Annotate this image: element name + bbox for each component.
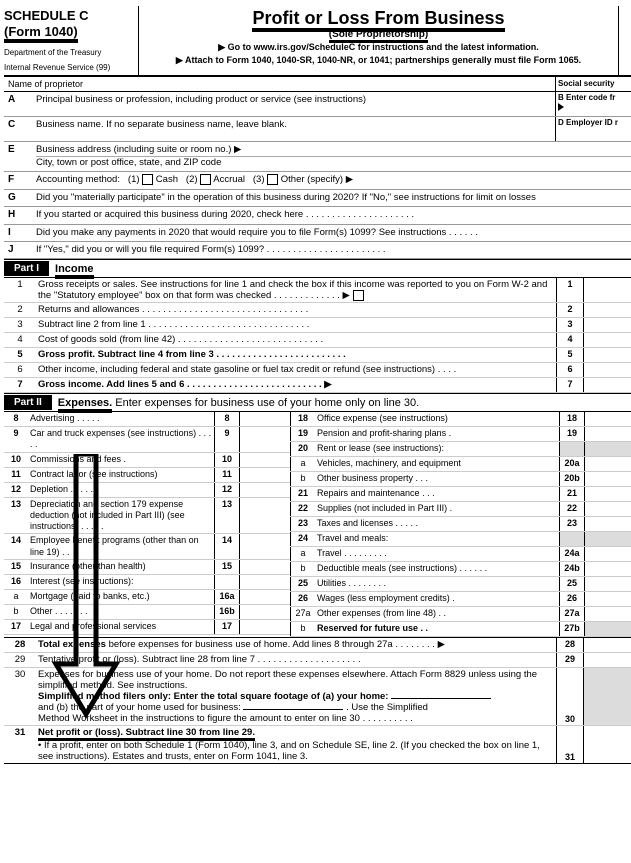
- exp-line-16b: Other . . . . . . .: [28, 605, 214, 619]
- part-1-header: Part I Income: [4, 259, 631, 278]
- irs-label: Internal Revenue Service (99): [4, 64, 134, 73]
- exp-line-19: Pension and profit-sharing plans .: [315, 427, 559, 441]
- exp-line-16a: Mortgage (paid to banks, etc.): [28, 590, 214, 604]
- exp-line-27a: Other expenses (from line 48) . .: [315, 607, 559, 621]
- income-line-4: Cost of goods sold (from line 42) . . . …: [36, 333, 556, 347]
- exp-line-24: Travel and meals:: [315, 532, 559, 546]
- ssn-label: Social security: [555, 77, 631, 91]
- attach-instruction: ▶ Attach to Form 1040, 1040-SR, 1040-NR,…: [141, 55, 616, 66]
- exp-line-25: Utilities . . . . . . . .: [315, 577, 559, 591]
- name-of-proprietor-label: Name of proprietor: [4, 77, 555, 91]
- expenses-grid: 8Advertising . . . . .89Car and truck ex…: [4, 412, 631, 638]
- line-f: Accounting method: (1) Cash (2) Accrual …: [32, 172, 631, 188]
- income-line-6: Other income, including federal and stat…: [36, 363, 556, 377]
- goto-instruction: ▶ Go to www.irs.gov/ScheduleC for instru…: [141, 42, 616, 53]
- dept-label: Department of the Treasury: [4, 49, 134, 58]
- accrual-checkbox[interactable]: [200, 174, 211, 185]
- form-header: SCHEDULE C (Form 1040) Department of the…: [4, 6, 631, 77]
- exp-line-17: Legal and professional services: [28, 620, 214, 634]
- exp-line-11: Contract labor (see instructions): [28, 468, 214, 482]
- exp-line-10: Commissions and fees .: [28, 453, 214, 467]
- exp-line-18: Office expense (see instructions): [315, 412, 559, 426]
- line-a: Principal business or profession, includ…: [32, 92, 555, 116]
- schedule-label: SCHEDULE C: [4, 8, 134, 24]
- line-29: Tentative profit or (loss). Subtract lin…: [36, 653, 556, 667]
- form-number: (Form 1040): [4, 24, 78, 44]
- line-j: If "Yes," did you or will you file requi…: [32, 242, 631, 258]
- line-d-label: D Employer ID r: [555, 117, 631, 141]
- subtitle: (Sole Proprietorship): [141, 29, 616, 40]
- line-c: Business name. If no separate business n…: [32, 117, 555, 141]
- exp-line-23: Taxes and licenses . . . . .: [315, 517, 559, 531]
- exp-line-21: Repairs and maintenance . . .: [315, 487, 559, 501]
- line-30: Expenses for business use of your home. …: [36, 668, 556, 725]
- line-h: If you started or acquired this business…: [32, 207, 631, 223]
- exp-line-15: Insurance (other than health): [28, 560, 214, 574]
- exp-line-24a: Travel . . . . . . . . .: [315, 547, 559, 561]
- exp-line-24b: Deductible meals (see instructions) . . …: [315, 562, 559, 576]
- line-e: Business address (including suite or roo…: [32, 142, 631, 172]
- exp-line-8: Advertising . . . . .: [28, 412, 214, 426]
- exp-line-22: Supplies (not included in Part III) .: [315, 502, 559, 516]
- part-2-header: Part II Expenses. Enter expenses for bus…: [4, 393, 631, 412]
- line-i: Did you make any payments in 2020 that w…: [32, 225, 631, 241]
- line-28: Total expenses before expenses for busin…: [36, 638, 556, 652]
- income-line-7: Gross income. Add lines 5 and 6 . . . . …: [36, 378, 556, 392]
- exp-line-12: Depletion . . . . . .: [28, 483, 214, 497]
- exp-line-20a: Vehicles, machinery, and equipment: [315, 457, 559, 471]
- line-31: Net profit or (loss). Subtract line 30 f…: [36, 726, 556, 763]
- income-line-3: Subtract line 2 from line 1 . . . . . . …: [36, 318, 556, 332]
- cash-checkbox[interactable]: [142, 174, 153, 185]
- line-b-label: B Enter code fr: [555, 92, 631, 116]
- exp-line-9: Car and truck expenses (see instructions…: [28, 427, 214, 452]
- exp-line-13: Depreciation and section 179 expense ded…: [28, 498, 214, 534]
- exp-line-14: Employee benefit programs (other than on…: [28, 534, 214, 559]
- income-line-2: Returns and allowances . . . . . . . . .…: [36, 303, 556, 317]
- exp-line-26: Wages (less employment credits) .: [315, 592, 559, 606]
- exp-line-20: Rent or lease (see instructions):: [315, 442, 559, 456]
- income-line-5: Gross profit. Subtract line 4 from line …: [36, 348, 556, 362]
- other-checkbox[interactable]: [267, 174, 278, 185]
- exp-line-20b: Other business property . . .: [315, 472, 559, 486]
- income-line-1: Gross receipts or sales. See instruction…: [36, 278, 556, 302]
- main-title: Profit or Loss From Business: [141, 8, 616, 29]
- exp-line-16: Interest (see instructions):: [28, 575, 214, 589]
- line-g: Did you "materially participate" in the …: [32, 190, 631, 206]
- exp-line-27b: Reserved for future use . .: [315, 622, 559, 636]
